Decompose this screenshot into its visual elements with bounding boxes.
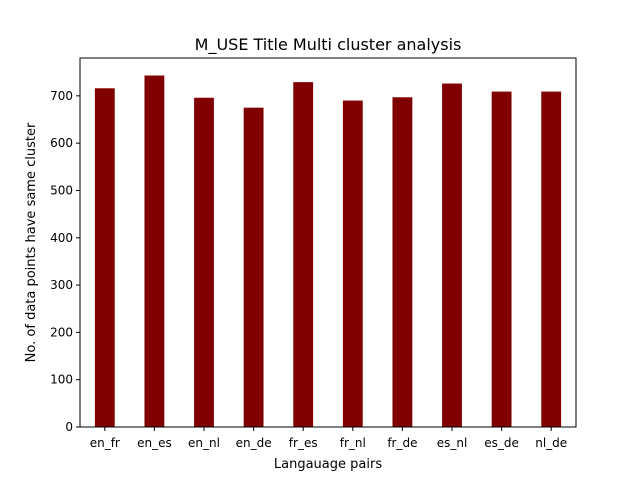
bar-en_de bbox=[243, 107, 264, 427]
y-axis-ticks: 0 100 200 300 400 500 600 700 bbox=[50, 89, 80, 434]
chart-title: M_USE Title Multi cluster analysis bbox=[195, 35, 462, 55]
bar-fr_es bbox=[293, 82, 314, 427]
x-tick-label: fr_de bbox=[387, 436, 417, 450]
bar-es_de bbox=[491, 91, 512, 427]
y-tick-label: 0 bbox=[65, 420, 73, 434]
x-tick-label: en_nl bbox=[188, 436, 220, 450]
x-tick-label: fr_es bbox=[289, 436, 318, 450]
x-tick-label: fr_nl bbox=[340, 436, 366, 450]
bar-en_nl bbox=[194, 97, 214, 427]
bar-fr_nl bbox=[342, 100, 363, 428]
x-tick-label: en_es bbox=[137, 436, 172, 450]
plot-frame bbox=[79, 57, 577, 428]
x-tick-label: es_nl bbox=[437, 436, 468, 450]
x-tick-label: en_de bbox=[236, 436, 272, 450]
y-tick-label: 200 bbox=[50, 325, 73, 339]
bar-fr_de bbox=[392, 97, 413, 427]
x-tick-label: nl_de bbox=[535, 436, 567, 450]
x-tick-label: es_de bbox=[484, 436, 519, 450]
bar-en_fr bbox=[94, 88, 115, 428]
x-axis-label: Langauage pairs bbox=[274, 457, 382, 472]
y-tick-label: 700 bbox=[50, 89, 73, 103]
bar-nl_de bbox=[541, 91, 562, 427]
bars-group bbox=[94, 75, 562, 428]
y-tick-label: 400 bbox=[50, 231, 73, 245]
x-tick-label: en_fr bbox=[90, 436, 120, 450]
y-tick-label: 500 bbox=[50, 183, 73, 197]
bar-en_es bbox=[144, 75, 165, 427]
y-tick-label: 600 bbox=[50, 136, 73, 150]
y-axis-label: No. of data points have same cluster bbox=[24, 122, 39, 362]
x-axis-ticks: en_fr en_es en_nl en_de fr_es fr_nl fr_de es_nl… bbox=[90, 427, 567, 450]
y-tick-label: 300 bbox=[50, 278, 73, 292]
y-tick-label: 100 bbox=[50, 373, 73, 387]
bar-es_nl bbox=[442, 83, 462, 428]
